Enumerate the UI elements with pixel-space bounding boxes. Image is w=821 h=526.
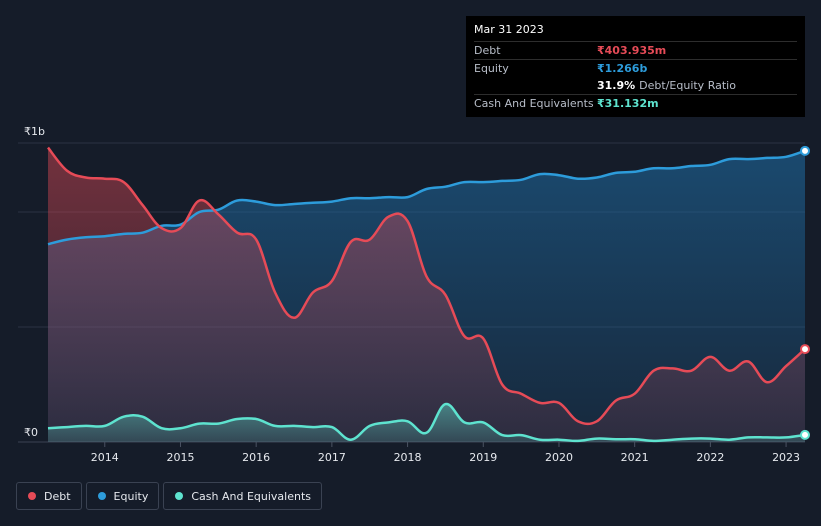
tooltip-debt-row: Debt ₹403.935m xyxy=(474,41,797,59)
legend-equity-label: Equity xyxy=(113,489,149,503)
x-axis-ticks: 2014 2015 2016 2017 2018 2019 2020 2021 2022 2023 xyxy=(91,442,800,464)
x-tick-label: 2017 xyxy=(318,451,346,464)
tooltip-debt-value: ₹403.935m xyxy=(597,44,667,57)
series-lines xyxy=(47,146,806,443)
x-tick-label: 2016 xyxy=(242,451,270,464)
tooltip-date: Mar 31 2023 xyxy=(474,23,544,36)
tooltip-equity-value: ₹1.266b xyxy=(597,62,648,75)
tooltip-cash-value: ₹31.132m xyxy=(597,97,659,110)
legend-item-debt[interactable]: Debt xyxy=(16,482,82,510)
legend-cash-label: Cash And Equivalents xyxy=(191,489,311,503)
tooltip-ratio-label: Debt/Equity Ratio xyxy=(639,79,736,92)
legend-item-cash[interactable]: Cash And Equivalents xyxy=(163,482,322,510)
series-endpoints xyxy=(800,145,810,440)
cash-line xyxy=(47,402,806,443)
y-axis-top-label: ₹1b xyxy=(24,125,45,138)
tooltip-equity-row: Equity ₹1.266b xyxy=(474,59,797,77)
debt-area xyxy=(48,147,805,442)
tooltip-cash-row: Cash And Equivalents ₹31.132m xyxy=(474,94,797,112)
x-tick-label: 2018 xyxy=(394,451,422,464)
equity-endpoint xyxy=(800,145,810,156)
legend-item-equity[interactable]: Equity xyxy=(85,482,160,510)
equity-dot-icon xyxy=(97,492,106,500)
legend-debt-label: Debt xyxy=(44,489,71,503)
cash-endpoint xyxy=(800,429,810,440)
series-areas xyxy=(48,147,805,443)
tooltip-ratio-value: 31.9% xyxy=(597,79,636,92)
cash-dot-icon xyxy=(175,492,184,500)
debt-line xyxy=(47,146,806,426)
chart-legend: Debt Equity Cash And Equivalents xyxy=(16,482,322,510)
cash-area xyxy=(48,403,805,442)
y-axis-bottom-label: ₹0 xyxy=(24,426,38,439)
debt-endpoint xyxy=(800,344,810,355)
tooltip-cash-label: Cash And Equivalents xyxy=(474,97,594,110)
equity-line xyxy=(47,149,806,246)
x-tick-label: 2020 xyxy=(545,451,573,464)
debt-dot-icon xyxy=(28,492,36,500)
x-tick-label: 2022 xyxy=(696,451,724,464)
data-tooltip: Mar 31 2023 Debt ₹403.935m Equity ₹1.266… xyxy=(466,16,805,117)
x-tick-label: 2014 xyxy=(91,451,119,464)
x-tick-label: 2019 xyxy=(469,451,497,464)
x-tick-label: 2015 xyxy=(166,451,194,464)
x-tick-label: 2021 xyxy=(621,451,649,464)
x-tick-label: 2023 xyxy=(772,451,800,464)
tooltip-equity-label: Equity xyxy=(474,62,509,75)
tooltip-ratio-row: 31.9% Debt/Equity Ratio xyxy=(474,77,797,94)
tooltip-debt-label: Debt xyxy=(474,44,501,57)
